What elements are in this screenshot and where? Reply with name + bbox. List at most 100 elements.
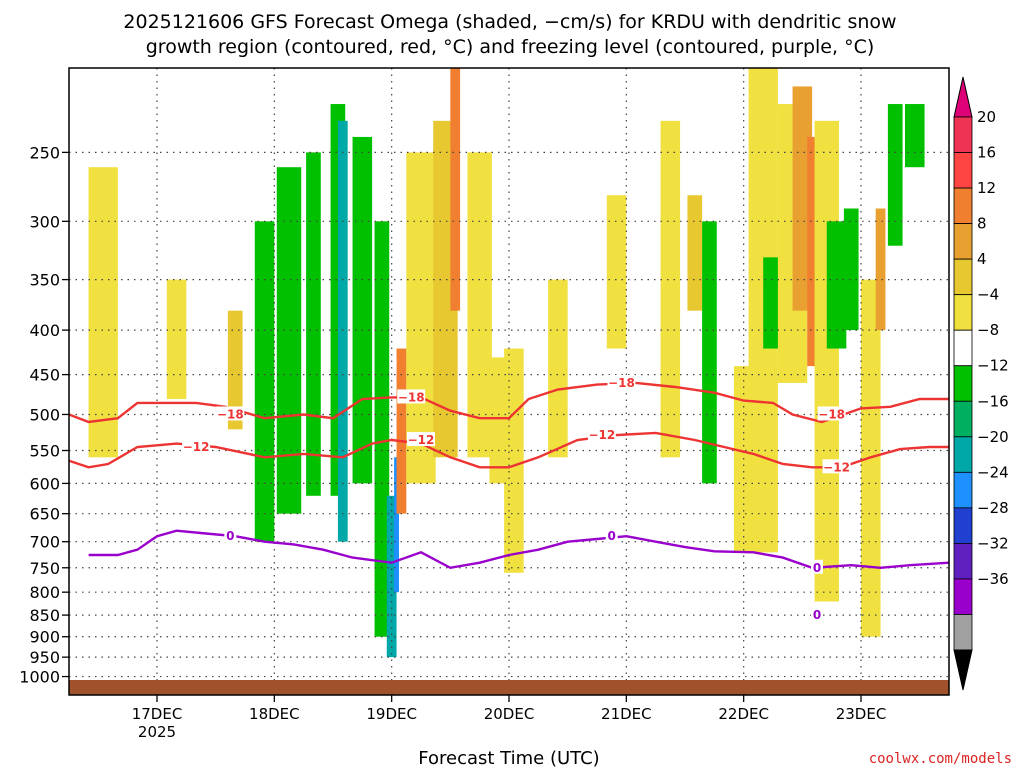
- contour-label-bg: [182, 439, 211, 454]
- x-tick-label: 22DEC: [718, 705, 769, 723]
- contour-label-bg: [605, 528, 618, 543]
- omega-shade-streak: [396, 348, 407, 514]
- omega-shade-streak: [606, 195, 627, 349]
- y-tick-label: 1000: [19, 668, 60, 687]
- contour-label-bg: [587, 427, 616, 442]
- colorbar-bottom-arrow: [953, 649, 973, 691]
- omega-shade-streak: [450, 68, 461, 311]
- contour-label: 0: [813, 608, 821, 622]
- colorbar-segment: [953, 258, 973, 296]
- colorbar-label: 20: [977, 108, 996, 126]
- y-tick-label: 950: [29, 648, 60, 667]
- omega-shade-streak: [887, 104, 903, 246]
- contour-label-bg: [811, 607, 823, 622]
- x-tick-label: 19DEC: [366, 705, 417, 723]
- colorbar-top-arrow: [953, 76, 973, 118]
- x-tick-label: 17DEC: [132, 705, 183, 723]
- colorbar-label: −28: [977, 499, 1009, 517]
- y-tick-label: 850: [29, 606, 60, 625]
- omega-shade-streak: [276, 167, 302, 514]
- colorbar-label: −36: [977, 570, 1009, 588]
- omega-shade-streak: [792, 86, 813, 311]
- omega-shade-streak: [406, 152, 436, 484]
- omega-shade-streak: [374, 221, 390, 637]
- contour-label-bg: [811, 559, 823, 574]
- colorbar-segment: [953, 187, 973, 224]
- colorbar-label: 16: [977, 144, 996, 162]
- omega-shade-streak: [467, 152, 492, 458]
- y-tick-label: 750: [29, 559, 60, 578]
- colorbar-label: −24: [977, 463, 1009, 481]
- omega-shade-streak: [306, 152, 321, 496]
- x-axis-title: Forecast Time (UTC): [418, 748, 599, 768]
- contour-label-bg: [817, 406, 846, 421]
- x-tick-label: 23DEC: [836, 705, 887, 723]
- contour-label: −12: [408, 433, 435, 447]
- colorbar-segment: [953, 436, 973, 473]
- omega-shading: [88, 68, 925, 658]
- y-tick-label: 400: [29, 321, 60, 340]
- omega-shade-streak: [504, 348, 524, 573]
- contour-line-freezing-level: [88, 529, 949, 570]
- omega-shade-streak: [843, 208, 859, 331]
- contour-label-bg: [216, 406, 245, 421]
- y-tick-label: 550: [29, 442, 60, 461]
- colorbar-segment: [953, 294, 973, 331]
- y-tick-label: 350: [29, 271, 60, 290]
- credit-link[interactable]: coolwx.com/models: [869, 751, 1012, 767]
- y-axis: 250 300 350 400 450 500 550 600 650 700 750 800 850 9…: [19, 143, 69, 687]
- colorbar-segment: [953, 507, 973, 544]
- colorbar: 20 16 12 8 4 −4 −8 −12 −16 −20 −24 −28 −32 −36: [953, 76, 1009, 691]
- colorbar-label: −12: [977, 357, 1009, 375]
- colorbar-label: 4: [977, 250, 987, 268]
- x-tick-sublabel: 2025: [138, 723, 176, 741]
- ground-terrain: [69, 680, 949, 695]
- colorbar-segment: [953, 116, 973, 153]
- contour-label-bg: [224, 528, 237, 543]
- chart-title-line-2: growth region (contoured, red, °C) and f…: [146, 36, 875, 58]
- colorbar-segment: [953, 223, 973, 260]
- contour-label: −18: [818, 407, 845, 421]
- colorbar-segment: [953, 400, 973, 438]
- contour-label: −18: [608, 376, 635, 390]
- colorbar-label: −8: [977, 321, 999, 339]
- omega-shade-streak: [254, 221, 275, 542]
- colorbar-label: 8: [977, 215, 987, 233]
- colorbar-label: −4: [977, 286, 999, 304]
- contour-label: 0: [607, 529, 615, 543]
- contour-label-bg: [397, 389, 426, 404]
- y-tick-label: 450: [29, 366, 60, 385]
- colorbar-segment: [953, 329, 973, 367]
- omega-shade-streak: [660, 120, 681, 458]
- contour-label-bg: [607, 374, 636, 389]
- colorbar-label: 12: [977, 179, 996, 197]
- contour-label: 0: [813, 561, 821, 575]
- colorbar-label: −16: [977, 392, 1009, 410]
- colorbar-label: −20: [977, 428, 1009, 446]
- x-tick-label: 20DEC: [484, 705, 535, 723]
- omega-shade-streak: [875, 208, 886, 331]
- colorbar-segment: [953, 578, 973, 615]
- y-tick-label: 250: [29, 143, 60, 162]
- colorbar-label: −32: [977, 534, 1009, 552]
- omega-shade-streak: [548, 279, 568, 458]
- contour-label-bg: [407, 432, 435, 447]
- colorbar-segment: [953, 471, 973, 509]
- contour-label: −18: [398, 390, 425, 404]
- omega-shade-streak: [702, 221, 717, 484]
- colorbar-segment: [953, 365, 973, 402]
- chart-title-line-1: 2025121606 GFS Forecast Omega (shaded, −…: [123, 11, 896, 33]
- y-tick-label: 500: [29, 405, 60, 424]
- omega-shade-streak: [814, 120, 839, 602]
- omega-shade-streak: [826, 221, 847, 349]
- colorbar-segment: [953, 614, 973, 651]
- omega-shade-streak: [337, 120, 348, 542]
- contour-label-bg: [822, 459, 851, 474]
- contour-label: 0: [226, 529, 234, 543]
- y-tick-label: 800: [29, 583, 60, 602]
- y-tick-label: 650: [29, 505, 60, 524]
- colorbar-segment: [953, 152, 973, 189]
- y-tick-label: 700: [29, 533, 60, 552]
